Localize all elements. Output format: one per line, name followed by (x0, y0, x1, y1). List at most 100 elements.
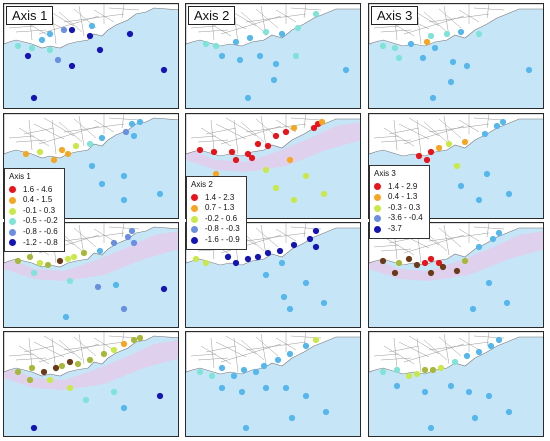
sample-site-dot (202, 40, 210, 48)
road-line (240, 121, 265, 143)
road-line (290, 117, 322, 121)
sample-site-dot (391, 269, 399, 277)
road-line (18, 345, 50, 365)
road-line (383, 345, 415, 365)
legend-label: 1.4 - 2.9 (388, 181, 418, 191)
road-line (438, 227, 462, 248)
axis-title: Axis 3 (371, 6, 419, 25)
sample-site-dot (192, 255, 200, 263)
sample-site-dot (290, 196, 298, 204)
sample-site-dot (393, 382, 401, 390)
sample-site-dot (457, 28, 465, 36)
sample-site-dot (485, 392, 493, 400)
legend-swatch (9, 228, 16, 236)
road-line (245, 13, 307, 23)
road-line (8, 25, 35, 29)
sample-site-dot (483, 170, 491, 178)
road-line (108, 117, 140, 121)
map-panel-row4-axis2 (185, 331, 361, 437)
road-line (373, 244, 400, 248)
road-line (220, 125, 282, 145)
sample-site-dot (86, 140, 94, 148)
road-line (33, 341, 65, 358)
shore-highlight (4, 231, 178, 281)
sample-site-dot (120, 340, 128, 348)
road-line (23, 127, 55, 135)
road-line (18, 127, 50, 147)
sample-site-dot (242, 424, 250, 432)
sample-site-dot (202, 259, 210, 267)
road-line (428, 232, 490, 242)
sample-site-dot (429, 94, 437, 102)
sample-site-dot (196, 146, 204, 154)
sample-site-dot (256, 52, 264, 60)
legend-entry: -0.5 - -0.2 (9, 216, 58, 227)
sample-site-dot (395, 259, 403, 267)
road-line (190, 25, 217, 29)
sample-site-dot (94, 283, 102, 291)
road-line (255, 336, 279, 357)
sample-site-dot (122, 128, 130, 136)
road-line (78, 115, 85, 147)
sample-site-dot (160, 66, 168, 74)
sample-site-dot (210, 148, 218, 156)
road-line (383, 236, 415, 256)
legend-label: -3.6 - -0.4 (388, 213, 423, 223)
sample-site-dot (475, 243, 483, 251)
legend-label: 1.4 - 2.3 (205, 192, 235, 202)
sample-site-dot (270, 76, 278, 84)
legend-swatch (9, 207, 16, 215)
legend-entry: -3.7 (374, 224, 423, 235)
road-line (473, 226, 505, 230)
road-line (388, 345, 420, 353)
sample-site-dot (130, 132, 138, 140)
sample-site-dot (56, 257, 64, 265)
road-line (240, 339, 265, 361)
legend-swatch (191, 226, 198, 234)
road-line (215, 123, 247, 140)
sample-site-dot (312, 336, 320, 344)
sample-site-dot (407, 40, 415, 48)
map-panel-row4-axis3 (368, 331, 544, 437)
road-line (220, 15, 282, 35)
sample-site-dot (495, 336, 503, 344)
road-line (403, 15, 465, 35)
sample-site-dot (286, 350, 294, 358)
sample-site-dot (481, 130, 489, 138)
road-line (403, 125, 465, 145)
sample-site-dot (68, 62, 76, 70)
sample-site-dot (443, 30, 451, 38)
sample-site-dot (302, 279, 310, 287)
sample-site-dot (88, 162, 96, 170)
sample-site-dot (244, 94, 252, 102)
map-panel-row4-axis1 (3, 331, 179, 437)
legend-entry: -0.1 - 0.3 (9, 206, 58, 217)
sample-site-dot (130, 336, 138, 344)
sample-site-dot (66, 358, 74, 366)
sample-site-dot (126, 30, 134, 38)
road-line (255, 227, 279, 248)
sample-site-dot (276, 247, 284, 255)
sample-site-dot (274, 356, 282, 364)
legend-entry: 1.4 - 2.9 (374, 182, 423, 193)
sample-site-dot (38, 36, 46, 44)
sample-site-dot (419, 54, 427, 62)
sample-site-dot (471, 414, 479, 422)
road-line (108, 7, 140, 11)
sample-site-dot (86, 32, 94, 40)
sample-site-dot (393, 366, 401, 374)
legend-title: Axis 3 (374, 169, 396, 178)
map-canvas (369, 114, 543, 204)
sample-site-dot (461, 257, 469, 265)
sample-site-dot (26, 376, 34, 384)
sample-site-dot (310, 124, 318, 132)
sample-site-dot (272, 184, 280, 192)
legend-label: -0.8 - -0.6 (23, 226, 58, 236)
road-line (486, 4, 490, 19)
legend-label: -0.5 - -0.2 (23, 216, 58, 226)
legend-swatch (374, 225, 381, 233)
sample-site-dot (64, 150, 72, 158)
sample-site-dot (415, 152, 423, 160)
sample-site-dot (282, 384, 290, 392)
sample-site-dot (156, 392, 164, 400)
